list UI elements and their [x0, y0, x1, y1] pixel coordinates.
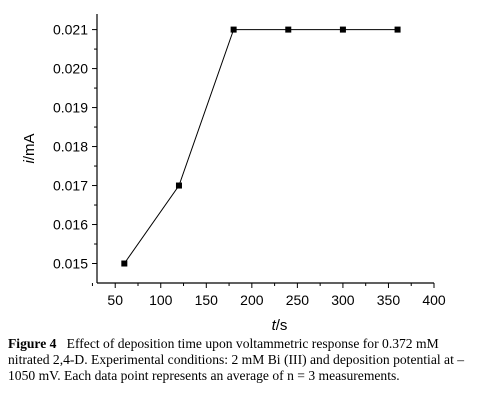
- y-axis-title: i/mA: [21, 133, 38, 163]
- y-tick-label: 0.019: [53, 100, 88, 116]
- caption-label: Figure 4: [8, 336, 57, 351]
- x-tick-label: 100: [149, 292, 173, 308]
- x-tick-label: 350: [377, 292, 401, 308]
- y-tick-label: 0.016: [53, 217, 88, 233]
- caption-text: Effect of deposition time upon voltammet…: [8, 336, 465, 383]
- x-tick-label: 250: [286, 292, 310, 308]
- y-tick-label: 0.018: [53, 139, 88, 155]
- x-tick-label: 150: [195, 292, 219, 308]
- chart-ticks: 50 100 150 200 250 300 350 400 0.015 0.016 0.017 0.…: [53, 22, 446, 308]
- y-axis-unit: /mA: [21, 133, 38, 160]
- x-axis-title: t/s: [272, 317, 288, 334]
- x-tick-label: 200: [240, 292, 264, 308]
- data-point: [339, 26, 346, 33]
- y-tick-label: 0.015: [53, 256, 88, 272]
- figure-caption: Figure 4 Effect of deposition time upon …: [8, 336, 476, 384]
- x-tick-label: 300: [331, 292, 355, 308]
- x-tick-label: 50: [107, 292, 123, 308]
- data-point: [230, 26, 237, 33]
- data-point: [175, 182, 182, 189]
- x-tick-label: 400: [422, 292, 446, 308]
- chart-series: [121, 26, 401, 267]
- y-axis-variable: i: [21, 160, 38, 164]
- data-point: [394, 26, 401, 33]
- y-tick-label: 0.017: [53, 178, 88, 194]
- x-axis-variable: t: [272, 317, 277, 334]
- x-axis-unit: /s: [276, 317, 288, 334]
- data-point: [121, 260, 128, 267]
- axis-titles: t/s i/mA: [21, 133, 287, 334]
- y-tick-label: 0.020: [53, 61, 88, 77]
- chart-axes: [96, 14, 434, 284]
- series-line: [123, 29, 398, 264]
- data-point: [285, 26, 292, 33]
- y-tick-label: 0.021: [53, 22, 88, 38]
